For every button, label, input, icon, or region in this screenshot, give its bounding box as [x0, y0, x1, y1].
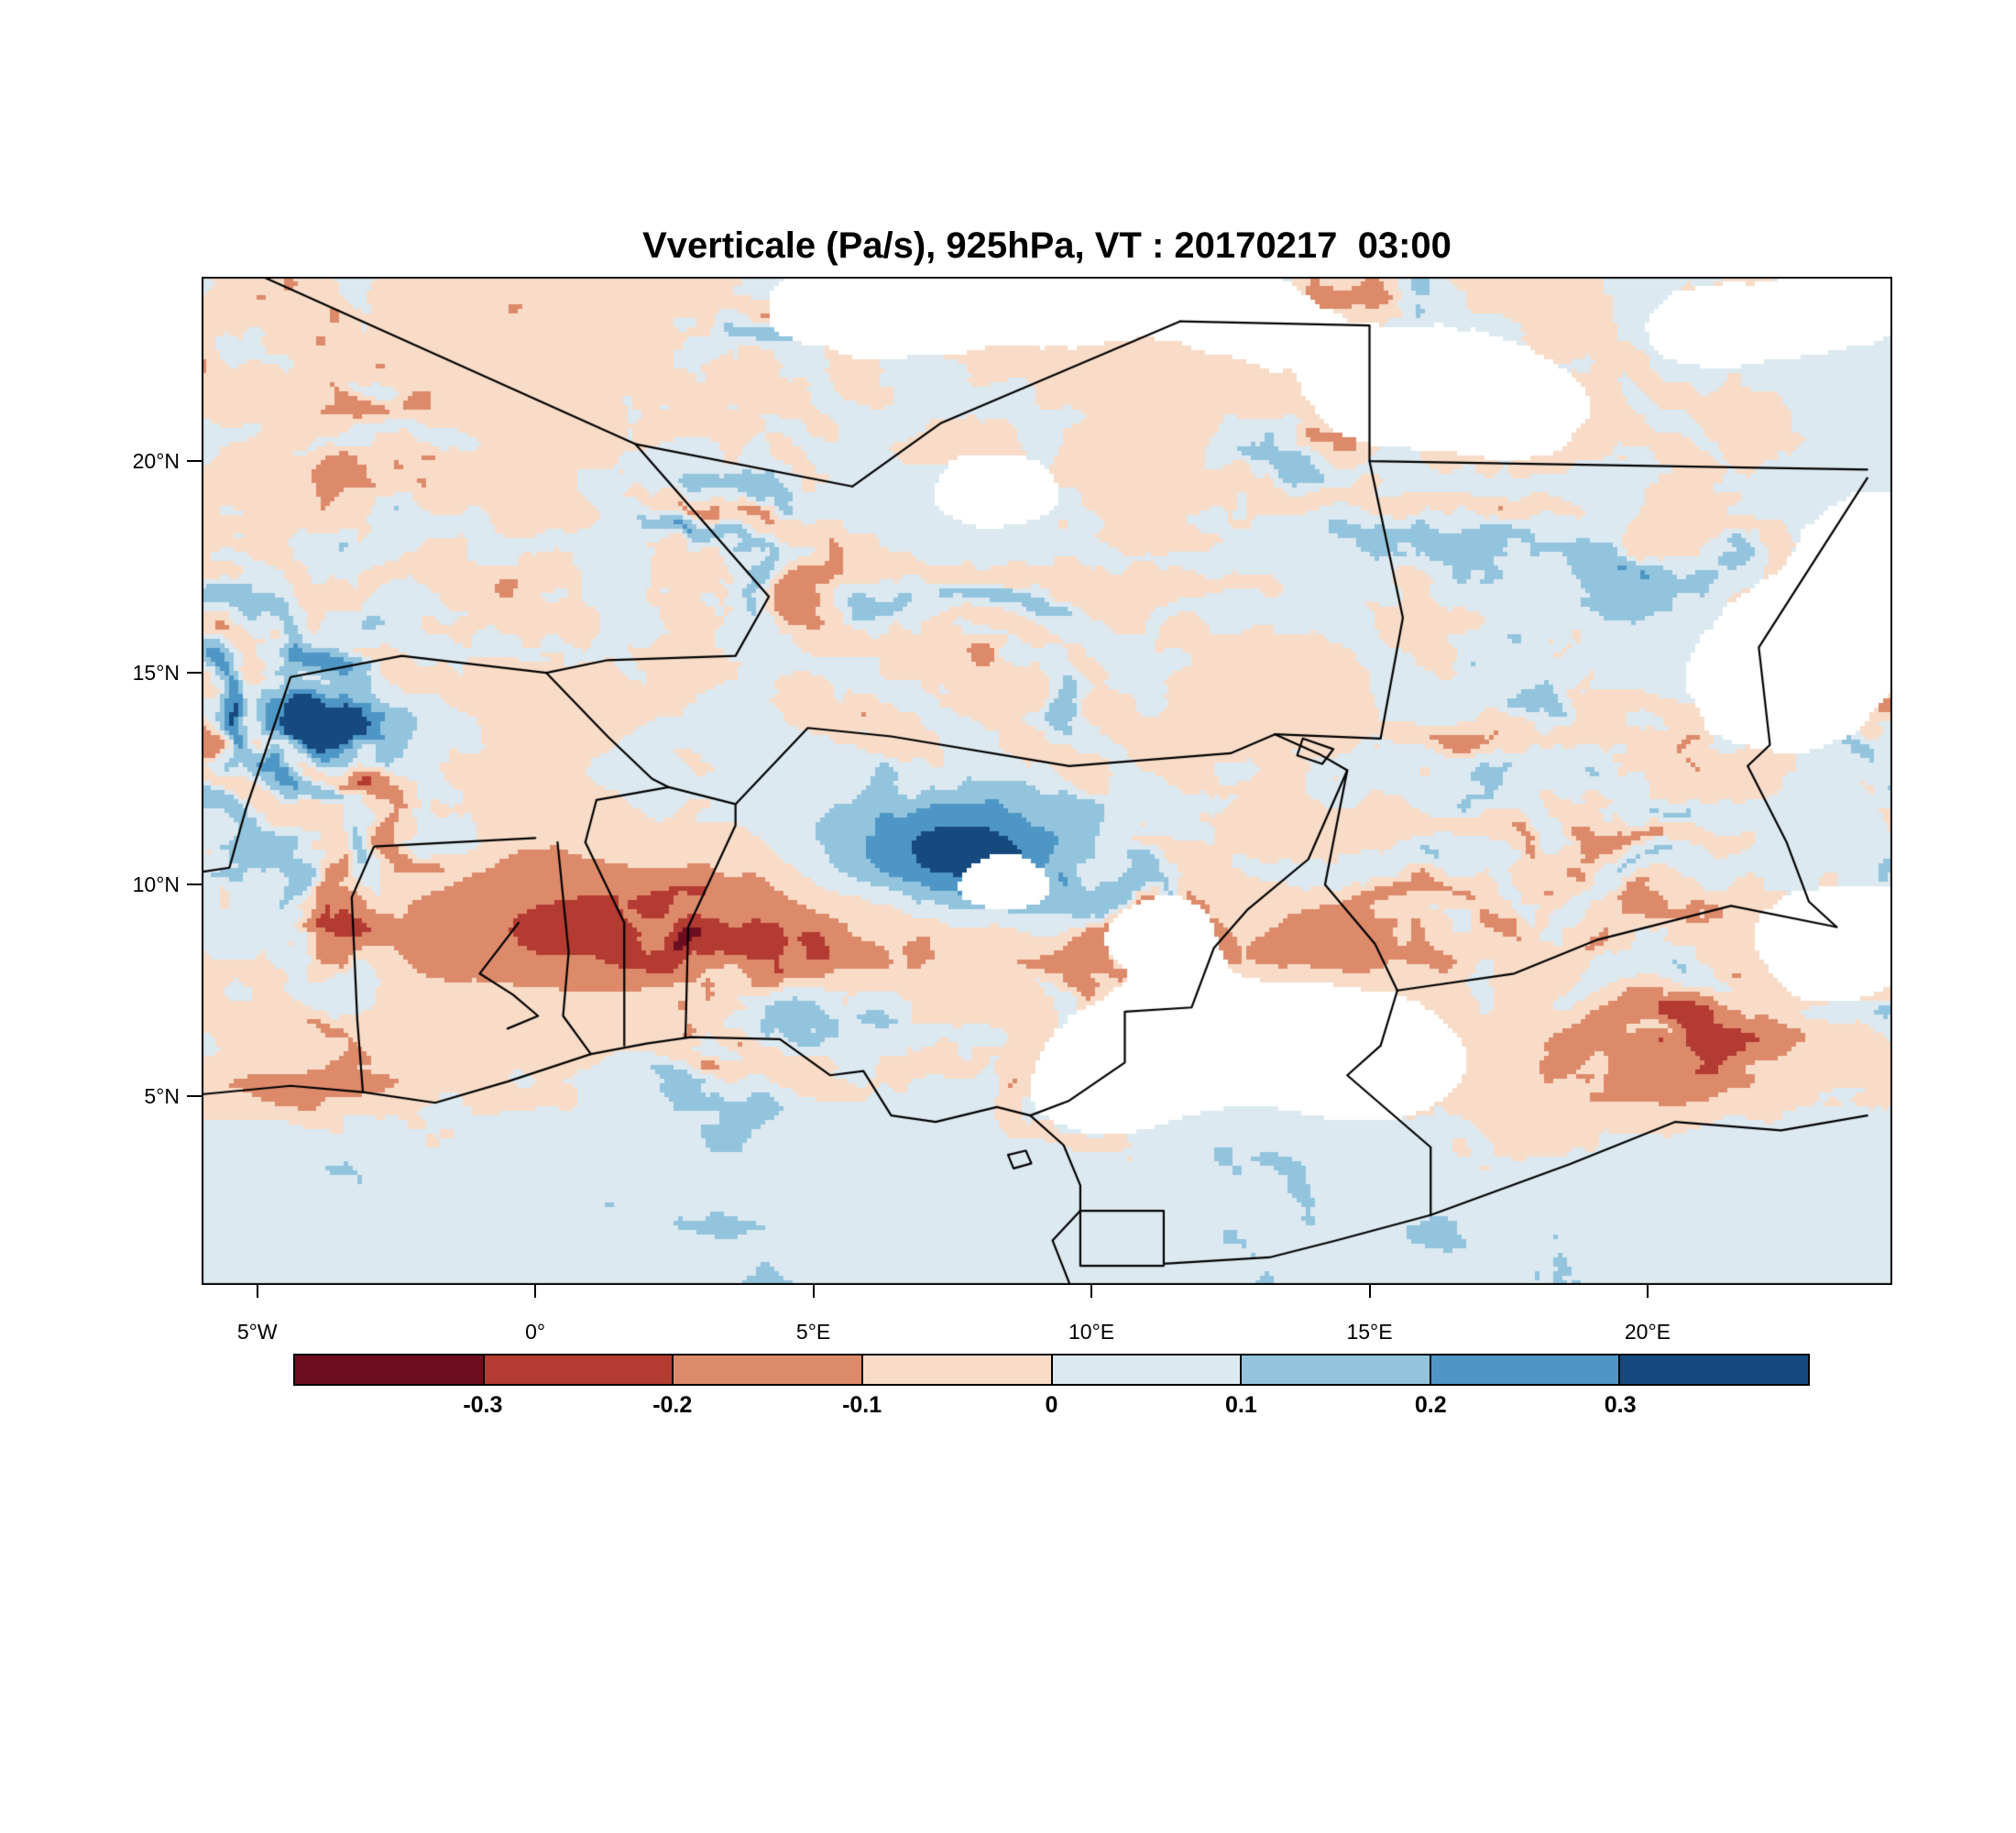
axis-tick — [1368, 1285, 1371, 1298]
colorbar-segment — [1052, 1356, 1243, 1384]
colorbar-tick-label: 0.2 — [1414, 1392, 1447, 1418]
axis-tick — [256, 1285, 258, 1298]
axis-tick — [812, 1285, 815, 1298]
colorbar-tick-label: 0.1 — [1224, 1392, 1257, 1418]
lon-tick-label: 5°E — [795, 1320, 831, 1344]
colorbar-tick-label: -0.3 — [463, 1392, 503, 1418]
lat-tick-label: 20°N — [132, 449, 180, 474]
colorbar-tick-label: 0 — [1045, 1392, 1058, 1418]
colorbar-segment — [862, 1356, 1053, 1384]
colorbar-tick-label: -0.2 — [652, 1392, 693, 1418]
lon-tick-label: 20°E — [1624, 1320, 1671, 1344]
axis-tick — [187, 884, 202, 886]
colorbar-segment — [484, 1356, 674, 1384]
lat-tick-label: 5°N — [144, 1084, 180, 1109]
colorbar-segment — [1242, 1356, 1431, 1384]
plot-title: Vverticale (Pa/s), 925hPa, VT : 20170217… — [642, 225, 1452, 266]
lon-tick-label: 0° — [525, 1320, 546, 1344]
axis-tick — [187, 1095, 202, 1098]
colorbar-tick-label: 0.3 — [1604, 1392, 1637, 1418]
lon-tick-label: 5°W — [236, 1320, 278, 1344]
lat-tick-label: 10°N — [132, 873, 180, 897]
axis-tick — [1646, 1285, 1649, 1298]
colorbar-segment — [1430, 1356, 1621, 1384]
colorbar-segment — [1620, 1356, 1808, 1384]
map-plot-area — [202, 277, 1892, 1285]
lon-tick-label: 10°E — [1068, 1320, 1115, 1344]
axis-tick — [534, 1285, 537, 1298]
colorbar-segment — [674, 1356, 863, 1384]
axis-tick — [1090, 1285, 1093, 1298]
lon-tick-label: 15°E — [1346, 1320, 1393, 1344]
colorbar-segment — [295, 1356, 485, 1384]
lat-tick-label: 15°N — [132, 661, 180, 686]
axis-tick — [187, 460, 202, 463]
colorbar-tick-label: -0.1 — [842, 1392, 882, 1418]
colorbar — [293, 1354, 1810, 1386]
axis-tick — [187, 672, 202, 675]
